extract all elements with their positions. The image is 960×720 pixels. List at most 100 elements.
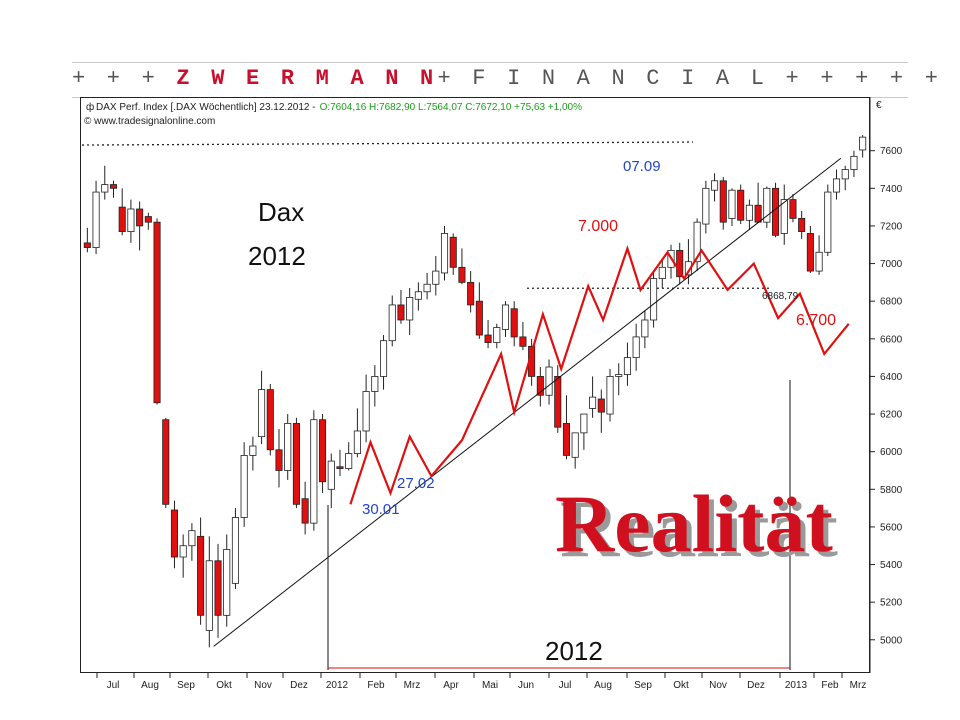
candle-body [606, 376, 614, 415]
candle-body [597, 398, 605, 413]
candle-body [336, 466, 344, 470]
header-symbol-icon: ф [86, 101, 94, 113]
candle-body [118, 206, 126, 232]
candle-body [179, 545, 187, 558]
candle-body [693, 221, 701, 263]
candle-body [205, 560, 213, 631]
y-tick-label: 6400 [880, 372, 903, 383]
annotation-0709: 07.09 [623, 158, 661, 175]
banner-text: + + + Z W E R M A N N+ F I N A N C I A L… [72, 66, 938, 91]
candle-body [650, 278, 658, 321]
candle-body [301, 498, 309, 524]
candle-body [789, 199, 797, 219]
candle-body [815, 251, 823, 272]
candle-body [536, 376, 544, 396]
y-tick-label: 7600 [880, 146, 903, 157]
header-ohlc: O:7604,16 H:7682,90 L:7564,07 C:7672,10 … [320, 102, 583, 113]
candle-body [310, 419, 318, 524]
candle-body [170, 509, 179, 558]
y-tick-label: 5000 [880, 635, 903, 646]
chart-title: Dax [258, 197, 304, 227]
x-tick-label: Jul [107, 680, 120, 691]
candle-body [423, 283, 431, 293]
x-axis-ticks: Jul Aug Sep Okt Nov Dez 2012 Feb Mrz Apr Mai Jun Jul… [96, 673, 867, 691]
candle-body [859, 136, 867, 151]
candle-body [571, 432, 579, 458]
y-tick-label: 6600 [880, 334, 903, 345]
candle-body [467, 281, 475, 306]
header-line1: DAX Perf. Index [.DAX Wöchentlich] 23.12… [96, 102, 582, 113]
candle-body [188, 530, 196, 547]
trendline [213, 157, 842, 647]
candle-body [284, 423, 292, 471]
y-tick-label: 5200 [880, 598, 903, 609]
candle-body [832, 178, 841, 193]
candle-body [771, 187, 780, 236]
candle-body [676, 249, 684, 278]
candle-body [345, 453, 353, 470]
x-tick-label: Dez [747, 680, 765, 691]
trend-lines [213, 157, 850, 647]
annotation-6868: 6868,79 [762, 291, 799, 302]
x-tick-label: Nov [254, 680, 272, 691]
candle-body [292, 423, 300, 505]
candle-body [432, 270, 440, 285]
candle-body [641, 319, 649, 338]
candle-body [493, 327, 501, 343]
level-lines [81, 141, 770, 289]
candle-body [379, 340, 388, 377]
candle-body [632, 336, 640, 359]
x-tick-label: Dez [290, 680, 308, 691]
candle-body [449, 236, 457, 268]
x-tick-label: 2012 [326, 680, 349, 691]
banner-prefix: + + + [72, 66, 177, 91]
candle-body [702, 187, 710, 225]
x-tick-label: Mrz [850, 680, 867, 691]
candle-body [745, 204, 753, 221]
y-tick-label: 5800 [880, 485, 903, 496]
annotation-2702: 27.02 [397, 475, 435, 492]
x-tick-label: Jun [518, 680, 534, 691]
candle-body [136, 208, 144, 227]
candle-body [92, 191, 100, 248]
candle-body [589, 396, 597, 409]
candle-body [780, 199, 788, 234]
period-label-2012: 2012 [545, 636, 603, 666]
x-tick-label: Nov [709, 680, 727, 691]
x-tick-label: Apr [443, 680, 459, 691]
currency-label: € [876, 100, 882, 111]
candle-body [510, 308, 518, 338]
candle-body [197, 535, 205, 616]
brand-name: Z W E R M A N N [176, 66, 438, 91]
candle-body [501, 304, 510, 330]
candle-body [615, 374, 623, 377]
x-tick-label: Feb [367, 680, 385, 691]
candle-body [223, 549, 231, 616]
candle-body [388, 304, 396, 342]
candle-body [258, 389, 266, 438]
candle-body [83, 242, 91, 248]
forecast-path [349, 244, 850, 505]
chart-subtitle: 2012 [248, 241, 306, 271]
candle-body [719, 180, 727, 223]
y-tick-label: 6200 [880, 410, 903, 421]
y-tick-label: 7400 [880, 184, 903, 195]
candle-body [658, 266, 666, 280]
candle-body [545, 366, 553, 396]
x-tick-label: Aug [141, 680, 159, 691]
y-tick-label: 6000 [880, 447, 903, 458]
candle-body [519, 336, 527, 347]
candle-body [109, 184, 118, 189]
candle-body [737, 189, 745, 221]
candle-body [127, 208, 135, 232]
y-tick-label: 5600 [880, 522, 903, 533]
upper-dotted-level [81, 141, 694, 146]
candle-body [327, 460, 335, 490]
x-tick-label: Sep [634, 680, 652, 691]
candle-body [728, 189, 736, 219]
candle-body [231, 517, 239, 584]
candle-body [580, 413, 588, 434]
header-source: © www.tradesignalonline.com [84, 116, 215, 127]
candle-body [214, 560, 222, 616]
